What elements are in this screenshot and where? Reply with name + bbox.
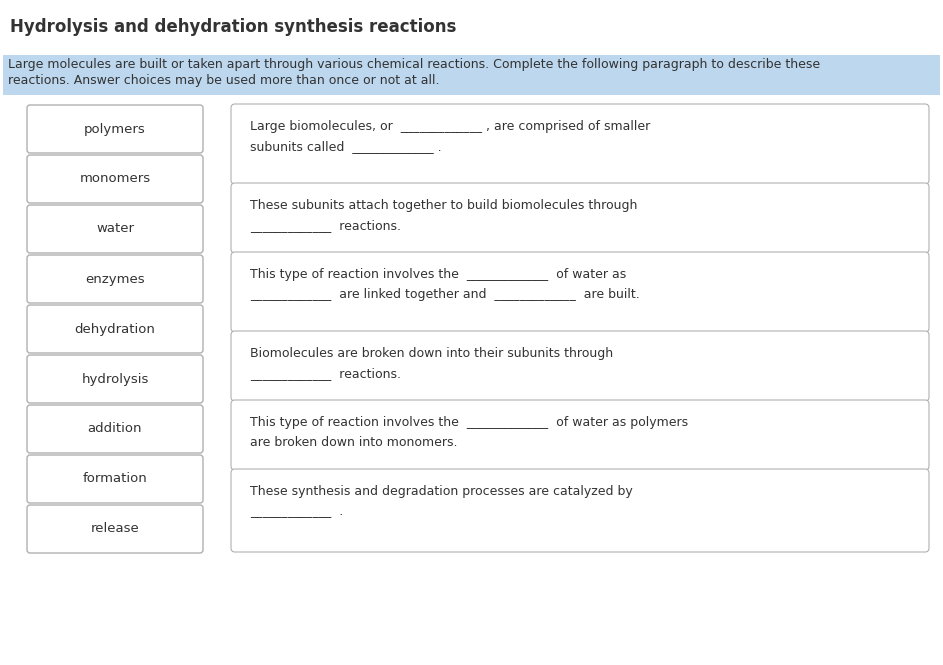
FancyBboxPatch shape [27, 405, 203, 453]
Text: polymers: polymers [84, 122, 146, 136]
Text: Biomolecules are broken down into their subunits through
_____________  reaction: Biomolecules are broken down into their … [250, 347, 613, 380]
FancyBboxPatch shape [231, 104, 929, 184]
Text: release: release [91, 523, 140, 535]
Text: This type of reaction involves the  _____________  of water as
_____________  ar: This type of reaction involves the _____… [250, 268, 639, 301]
Text: These synthesis and degradation processes are catalyzed by
_____________  .: These synthesis and degradation processe… [250, 485, 633, 518]
Text: dehydration: dehydration [74, 323, 156, 336]
FancyBboxPatch shape [3, 55, 940, 95]
FancyBboxPatch shape [231, 400, 929, 470]
Text: water: water [96, 223, 134, 235]
FancyBboxPatch shape [27, 505, 203, 553]
FancyBboxPatch shape [27, 455, 203, 503]
Text: reactions. Answer choices may be used more than once or not at all.: reactions. Answer choices may be used mo… [8, 74, 439, 87]
Text: Large molecules are built or taken apart through various chemical reactions. Com: Large molecules are built or taken apart… [8, 58, 820, 71]
FancyBboxPatch shape [27, 155, 203, 203]
Text: hydrolysis: hydrolysis [81, 372, 149, 386]
FancyBboxPatch shape [27, 205, 203, 253]
FancyBboxPatch shape [27, 105, 203, 153]
Text: Large biomolecules, or  _____________ , are comprised of smaller
subunits called: Large biomolecules, or _____________ , a… [250, 120, 651, 153]
FancyBboxPatch shape [27, 305, 203, 353]
FancyBboxPatch shape [27, 255, 203, 303]
FancyBboxPatch shape [27, 355, 203, 403]
FancyBboxPatch shape [231, 331, 929, 401]
Text: enzymes: enzymes [85, 273, 145, 285]
Text: These subunits attach together to build biomolecules through
_____________  reac: These subunits attach together to build … [250, 199, 637, 232]
FancyBboxPatch shape [231, 469, 929, 552]
Text: This type of reaction involves the  _____________  of water as polymers
are brok: This type of reaction involves the _____… [250, 416, 688, 449]
FancyBboxPatch shape [231, 183, 929, 253]
Text: formation: formation [83, 473, 147, 485]
FancyBboxPatch shape [231, 252, 929, 332]
Text: addition: addition [88, 422, 142, 436]
Text: Hydrolysis and dehydration synthesis reactions: Hydrolysis and dehydration synthesis rea… [10, 18, 456, 36]
Text: monomers: monomers [79, 172, 151, 186]
